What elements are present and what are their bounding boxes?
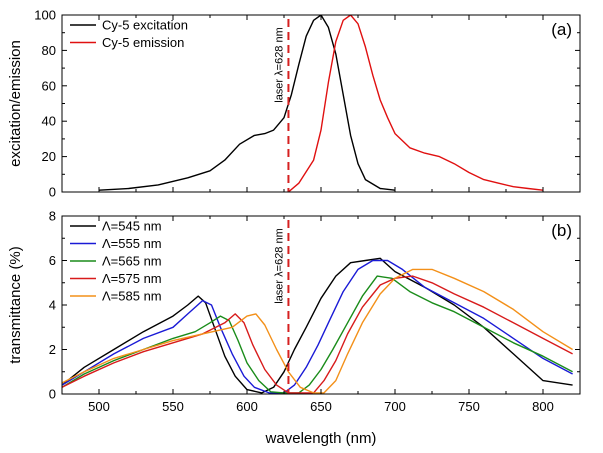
y-tick-label: 80 xyxy=(42,43,56,58)
series-line-1 xyxy=(62,259,573,394)
series-line-0 xyxy=(98,15,396,191)
x-tick-label: 500 xyxy=(88,399,110,414)
panel-label: (a) xyxy=(551,20,572,39)
legend-label: Cy-5 excitation xyxy=(102,18,188,33)
y-axis-title: excitation/emission xyxy=(7,40,24,167)
x-tick-label: 550 xyxy=(162,399,184,414)
y-tick-label: 20 xyxy=(42,149,56,164)
panel-a: laser λ=628 nm 0 20 40 60 80 100 excitation/emi… xyxy=(7,8,581,200)
y-tick-label: 4 xyxy=(49,298,56,313)
series-line-4 xyxy=(62,268,573,394)
laser-annotation: laser λ=628 nm xyxy=(273,27,285,103)
y-tick-label: 100 xyxy=(34,8,56,23)
x-tick-label: 650 xyxy=(310,399,332,414)
x-tick-label: 700 xyxy=(384,399,406,414)
y-tick-label: 40 xyxy=(42,114,56,129)
x-tick-label: 750 xyxy=(458,399,480,414)
series-line-3 xyxy=(62,275,573,394)
x-axis-title: wavelength (nm) xyxy=(265,430,377,447)
legend-label: Λ=585 nm xyxy=(102,289,162,304)
legend-label: Λ=545 nm xyxy=(102,219,162,234)
legend-label: Λ=575 nm xyxy=(102,271,162,286)
legend-label: Λ=555 nm xyxy=(102,236,162,251)
y-tick-label: 2 xyxy=(49,342,56,357)
y-tick-label: 0 xyxy=(49,185,56,200)
legend-label: Λ=565 nm xyxy=(102,254,162,269)
legend-label: Cy-5 emission xyxy=(102,35,184,50)
x-tick-label: 600 xyxy=(236,399,258,414)
y-tick-label: 6 xyxy=(49,253,56,268)
y-tick-label: 60 xyxy=(42,78,56,93)
y-axis-title: transmittance (%) xyxy=(7,246,24,364)
series-line-1 xyxy=(287,15,544,192)
x-tick-label: 800 xyxy=(532,399,554,414)
panel-label: (b) xyxy=(551,221,572,240)
y-tick-label: 8 xyxy=(49,209,56,224)
panel-b: laser λ=628 nm 500 550 600 650 700 750 800 0 2 4 6 8… xyxy=(7,209,581,414)
y-tick-label: 0 xyxy=(49,387,56,402)
laser-annotation: laser λ=628 nm xyxy=(273,228,285,304)
